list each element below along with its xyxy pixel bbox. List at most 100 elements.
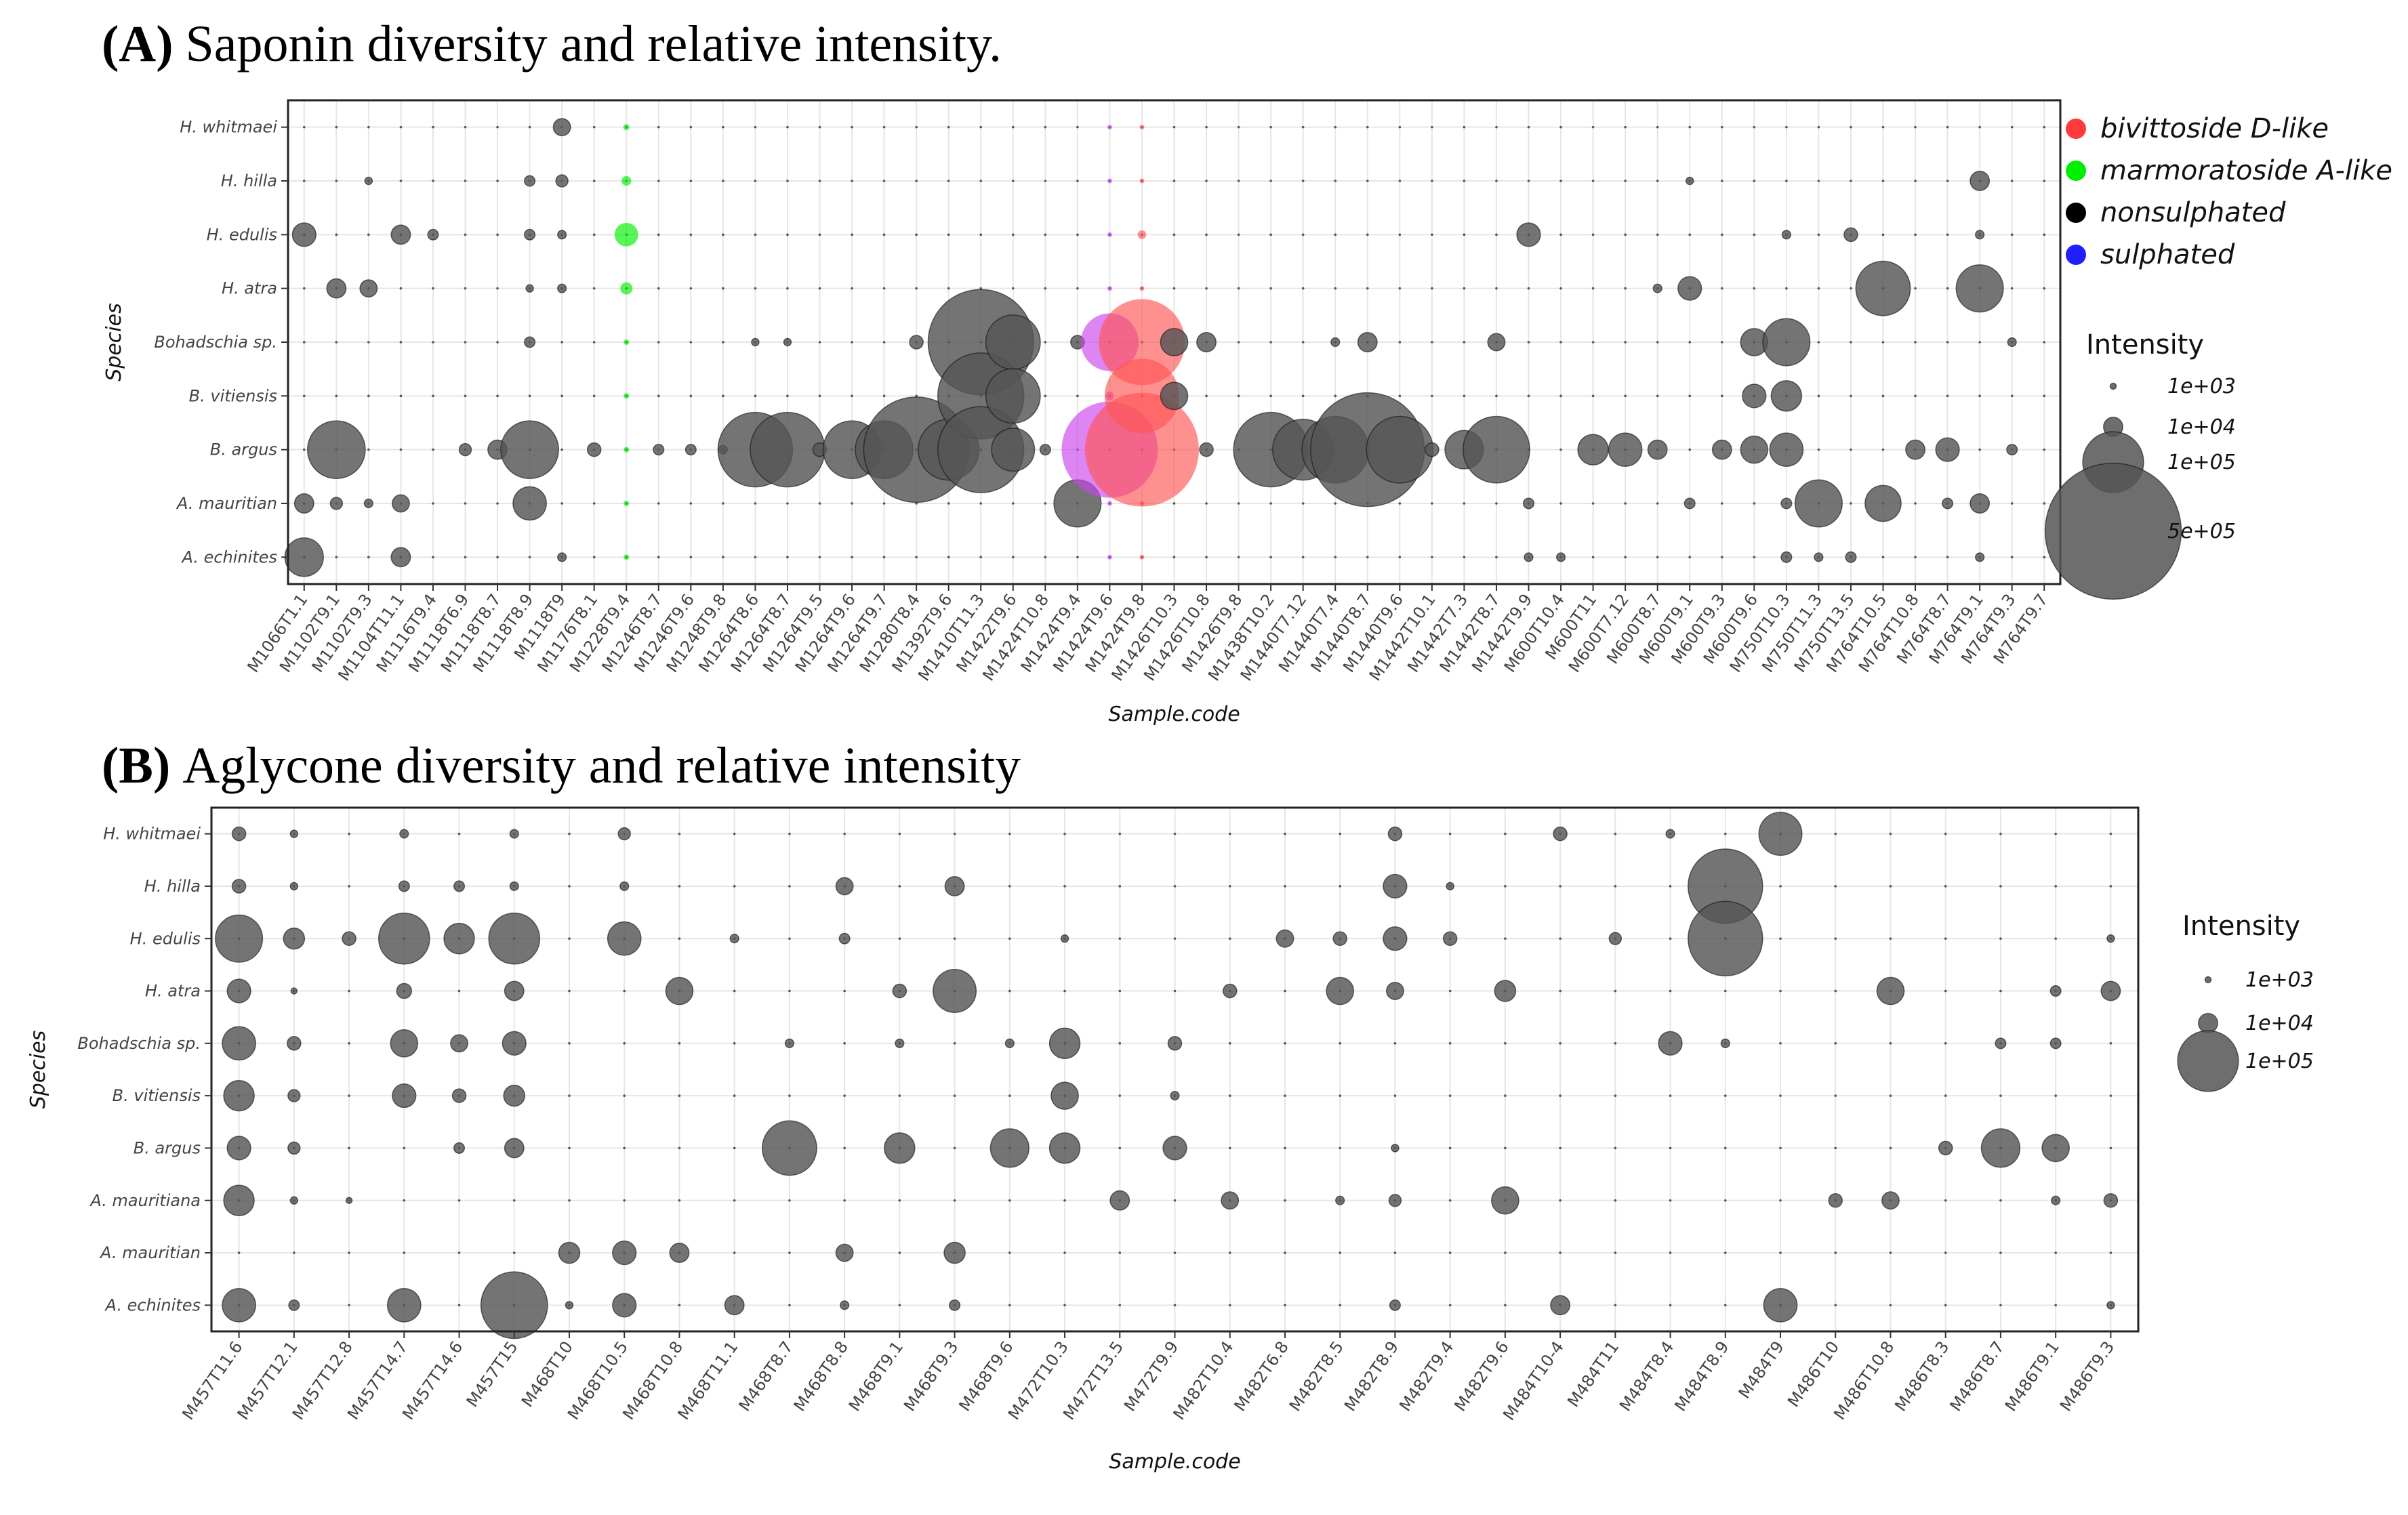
chart-a-base-dot [2043, 556, 2046, 559]
chart-b-bubble [2051, 1195, 2061, 1205]
chart-a-base-dot [1044, 502, 1047, 505]
chart-a-base-dot [2010, 394, 2014, 398]
chart-a-yaxis-title: Species [102, 303, 126, 381]
chart-a-base-dot [754, 556, 757, 559]
chart-b-base-dot [1944, 885, 1947, 888]
chart-b-base-dot [1228, 832, 1231, 835]
chart-b-base-dot [293, 1251, 295, 1254]
chart-a-base-dot [1044, 287, 1047, 290]
chart-b-base-dot [1173, 937, 1177, 940]
chart-a-base-dot [1591, 556, 1595, 559]
chart-b-base-dot [1063, 885, 1066, 888]
chart-b-xtick-label: M468T9.6 [955, 1337, 1017, 1415]
chart-a-base-dot [1850, 125, 1852, 129]
chart-a-base-dot [1269, 180, 1272, 182]
chart-a-bubble [1942, 497, 1954, 510]
chart-a-base-dot [1624, 394, 1627, 398]
chart-a-bubble [783, 337, 792, 347]
chart-b-bubble [290, 987, 298, 995]
chart-a-bubble [1955, 264, 2004, 313]
chart-a-bubble [586, 442, 602, 457]
chart-b-base-dot [568, 1199, 571, 1202]
chart-b-xtick-label: M486T10 [1784, 1337, 1843, 1411]
chart-a-ytick-label: H. atra [222, 279, 277, 298]
chart-a-base-dot [1720, 394, 1723, 398]
chart-a-base-dot [1914, 394, 1917, 398]
chart-a-base-dot [1269, 341, 1272, 344]
chart-b-xtick-label: M472T9.9 [1120, 1337, 1182, 1415]
chart-b-base-dot [1559, 1146, 1562, 1150]
chart-b-bubble [1004, 1038, 1015, 1048]
chart-b-base-dot [1228, 1042, 1231, 1045]
chart-a-base-dot [786, 180, 789, 182]
chart-a-base-dot [432, 180, 434, 182]
chart-b-base-dot [1228, 1146, 1231, 1150]
chart-a-base-dot [1978, 394, 1981, 398]
chart-a-base-dot [1044, 233, 1047, 236]
chart-b-base-dot [1339, 885, 1341, 888]
chart-a-bubble [751, 337, 760, 347]
chart-a-base-dot [1269, 394, 1272, 398]
chart-b-bubble [2106, 934, 2115, 943]
chart-b-legend-size-key [2177, 1030, 2239, 1092]
chart-a-base-dot [1076, 125, 1079, 129]
chart-a-bubble [1196, 332, 1217, 352]
chart-a-base-dot [1624, 341, 1627, 344]
chart-b-base-dot [1723, 1304, 1727, 1307]
chart-a-bubble [552, 118, 571, 137]
chart-a-base-dot [1431, 502, 1433, 505]
chart-b-base-dot [1448, 989, 1452, 993]
chart-a-bubble [2007, 337, 2017, 348]
chart-a-bubble [524, 228, 536, 241]
chart-b-ytick-label: H. whitmaei [103, 825, 201, 844]
chart-b-base-dot [1284, 1199, 1286, 1202]
chart-a-base-dot [2010, 502, 2014, 505]
chart-a-base-dot [1495, 180, 1498, 182]
chart-b-base-dot [843, 832, 846, 835]
chart-b-bubble [1385, 982, 1404, 1001]
chart-a-base-dot [1011, 502, 1015, 505]
chart-a-base-dot [1753, 233, 1756, 236]
chart-a-base-dot [851, 125, 853, 129]
chart-a-base-dot [1366, 233, 1369, 236]
chart-a-bubble [614, 222, 638, 247]
chart-a-base-dot [1881, 233, 1885, 236]
chart-a-base-dot [399, 180, 403, 182]
chart-a-base-dot [1172, 287, 1176, 290]
chart-b-legend-size-label: 1e+03 [2245, 968, 2314, 992]
chart-a-base-dot [1205, 556, 1208, 559]
chart-a-base-dot [1753, 502, 1756, 505]
chart-b-bubble [565, 1301, 574, 1310]
chart-a-bubble [1357, 332, 1378, 352]
chart-a-base-dot [1011, 233, 1015, 236]
chart-a-base-dot [657, 233, 660, 236]
chart-b-base-dot [1063, 832, 1066, 835]
chart-a-legend-color-key [2066, 245, 2086, 265]
chart-a-ytick-label: B. vitiensis [189, 386, 277, 405]
chart-b-xtick-label: M484T11 [1564, 1337, 1623, 1411]
chart-b-base-dot [1063, 1251, 1066, 1254]
chart-b-base-dot [1999, 989, 2002, 993]
chart-a-bubble [685, 444, 697, 456]
chart-a-bubble [1762, 318, 1811, 367]
chart-b-bubble [2049, 1037, 2062, 1050]
chart-b-base-dot [348, 885, 350, 888]
chart-a-base-dot [1656, 502, 1659, 505]
chart-b-base-dot [457, 1251, 461, 1254]
chart-a-base-dot [1301, 233, 1305, 236]
chart-b-base-dot [1448, 1304, 1452, 1307]
chart-a-base-dot [399, 394, 403, 398]
chart-b-base-dot [1284, 1094, 1286, 1097]
chart-a-bubble [293, 493, 314, 514]
chart-b-bubble [607, 921, 642, 956]
chart-a-bubble [1647, 439, 1668, 460]
chart-b-base-dot [1008, 989, 1011, 993]
chart-a-bubble [512, 486, 547, 521]
chart-b-base-dot [1614, 1304, 1617, 1307]
chart-a-bubble [524, 336, 536, 348]
chart-b-base-dot [1889, 937, 1892, 940]
chart-a-base-dot [1398, 341, 1402, 344]
chart-b-ytick-label: B. argus [134, 1138, 201, 1157]
chart-a-base-dot [2043, 125, 2046, 129]
chart-a-base-dot [1463, 233, 1466, 236]
